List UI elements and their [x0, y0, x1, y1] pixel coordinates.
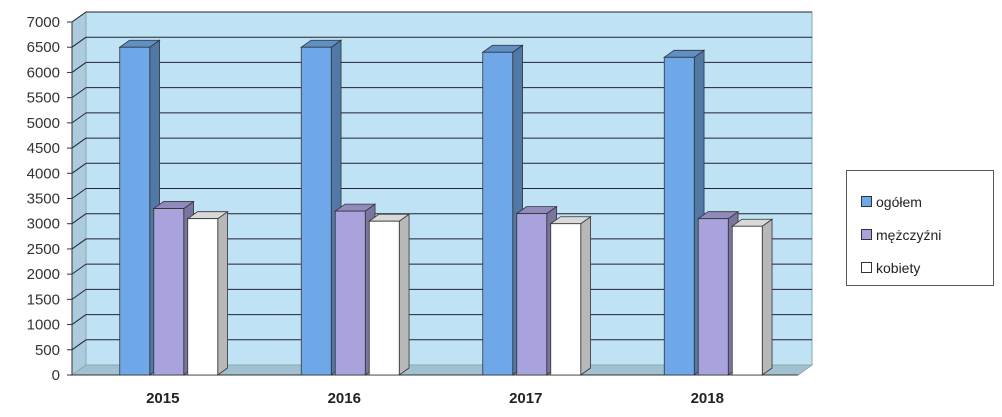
y-tick-label: 1500 — [27, 291, 60, 308]
y-tick-label: 1000 — [27, 317, 60, 334]
bar — [335, 211, 365, 375]
bar — [154, 209, 184, 375]
legend-label-kobiety: kobiety — [876, 260, 920, 276]
legend-item-kobiety: kobiety — [861, 251, 993, 284]
bar — [301, 47, 331, 375]
y-tick-label: 500 — [35, 342, 60, 359]
y-tick-label: 6000 — [27, 64, 60, 81]
bar — [369, 221, 399, 375]
bar — [732, 226, 762, 375]
y-tick-label: 2000 — [27, 266, 60, 283]
y-tick-label: 2500 — [27, 241, 60, 258]
bar — [188, 219, 218, 375]
legend-label-ogolem: ogółem — [876, 194, 922, 210]
bar — [483, 52, 513, 375]
y-tick-label: 7000 — [27, 14, 60, 31]
bar — [120, 47, 150, 375]
x-tick-label: 2018 — [691, 390, 724, 407]
y-tick-label: 0 — [52, 367, 60, 384]
x-tick-label: 2017 — [509, 390, 542, 407]
x-tick-label: 2016 — [328, 390, 361, 407]
legend-swatch-mezczyzni — [861, 229, 872, 240]
y-tick-label: 4500 — [27, 140, 60, 157]
legend-swatch-ogolem — [861, 196, 872, 207]
bar — [664, 57, 694, 375]
legend-item-ogolem: ogółem — [861, 185, 993, 218]
x-tick-label: 2015 — [146, 390, 179, 407]
y-tick-label: 5000 — [27, 115, 60, 132]
y-tick-label: 5500 — [27, 90, 60, 107]
legend-label-mezczyzni: mężczyźni — [876, 227, 941, 243]
bar-side — [399, 214, 409, 375]
legend-item-mezczyzni: mężczyźni — [861, 218, 993, 251]
bar — [517, 214, 547, 375]
bar — [698, 219, 728, 375]
bar-side — [762, 219, 772, 375]
y-tick-label: 3000 — [27, 216, 60, 233]
legend: ogółem mężczyźni kobiety — [846, 170, 994, 286]
bar — [551, 224, 581, 375]
bar-side — [581, 217, 591, 375]
y-tick-label: 3500 — [27, 191, 60, 208]
legend-swatch-kobiety — [861, 262, 872, 273]
y-tick-label: 6500 — [27, 39, 60, 56]
y-tick-label: 4000 — [27, 165, 60, 182]
bar-side — [218, 212, 228, 375]
